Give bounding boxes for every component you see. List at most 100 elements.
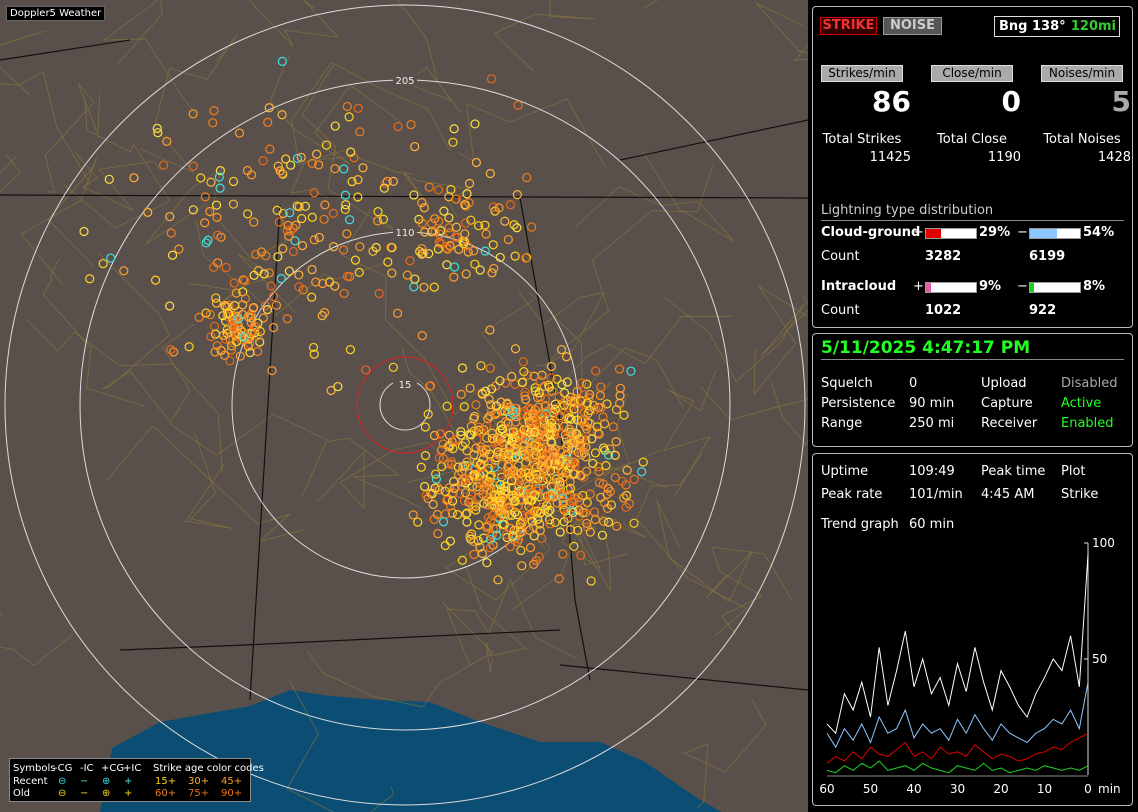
- strike-symbol: [446, 457, 457, 467]
- strike-symbol: [292, 201, 302, 211]
- strike-symbol: [596, 402, 606, 413]
- strike-symbol: [215, 183, 225, 193]
- strike-symbol: [339, 288, 349, 299]
- strike-symbol: [462, 457, 472, 467]
- strike-symbol: [451, 222, 461, 232]
- strike-symbol: [538, 476, 548, 486]
- strike-symbol: [494, 203, 504, 213]
- strike-symbol: [106, 253, 116, 263]
- strike-symbol: [459, 402, 469, 412]
- strike-symbol: [513, 430, 523, 440]
- strike-symbol: [564, 413, 575, 423]
- strike-symbol: [608, 422, 618, 432]
- strike-symbol: [214, 172, 224, 182]
- strike-symbol: [165, 211, 175, 222]
- strike-symbol: [488, 240, 498, 250]
- label: Peak rate: [821, 487, 883, 502]
- rate-label: Strikes/min: [821, 65, 903, 82]
- road: [26, 320, 223, 474]
- strike-symbol: [387, 242, 397, 253]
- strike-symbol: [579, 447, 589, 458]
- strike-symbol: [546, 427, 556, 437]
- strike-symbol: [413, 517, 423, 527]
- strike-symbol: [637, 467, 647, 477]
- strike-symbol: [566, 506, 577, 516]
- strike-symbol: [438, 453, 448, 464]
- road: [306, 602, 494, 708]
- strike-symbol: [211, 200, 222, 210]
- strike-symbol: [578, 508, 588, 518]
- strike-symbol: [286, 160, 296, 170]
- strike-symbol: [461, 269, 471, 279]
- strike-symbol: [255, 337, 265, 347]
- strike-symbol: [518, 357, 528, 367]
- strike-symbol: [530, 490, 540, 500]
- strike-button[interactable]: STRIKE: [820, 17, 877, 35]
- ring-label-bg: [393, 378, 417, 390]
- strike-symbol: [473, 536, 483, 546]
- strike-symbol: [473, 221, 484, 231]
- strike-symbol: [417, 331, 427, 341]
- strike-symbol: [596, 382, 606, 392]
- noise-button[interactable]: NOISE: [883, 17, 942, 35]
- strike-symbol: [210, 347, 220, 357]
- strike-symbol: [471, 400, 481, 410]
- strike-symbol: [561, 468, 571, 478]
- strike-symbol: [445, 241, 455, 251]
- strike-symbol: [143, 207, 153, 217]
- strike-symbol: [525, 543, 536, 553]
- strike-symbol: [517, 377, 527, 387]
- setting-label: Upload: [981, 376, 1027, 391]
- strike-symbol: [494, 434, 504, 444]
- rate-label: Noises/min: [1041, 65, 1123, 82]
- strike-symbol: [284, 266, 294, 276]
- strike-symbol: [502, 405, 513, 416]
- ring-label-bg: [393, 74, 417, 86]
- strike-symbol: [507, 371, 517, 382]
- strike-symbol: [329, 242, 339, 252]
- value: 101/min: [909, 487, 963, 502]
- road: [575, 151, 735, 242]
- strike-symbol: [520, 387, 530, 397]
- strike-symbol: [312, 149, 322, 159]
- strike-symbol: [494, 506, 505, 516]
- percent: 54%: [1083, 225, 1115, 240]
- strike-symbol: [499, 509, 509, 519]
- strike-symbol: [425, 381, 436, 391]
- strike-symbol: [206, 332, 216, 342]
- strike-symbol: [482, 420, 492, 431]
- strike-symbol: [531, 450, 541, 460]
- strike-symbol: [529, 506, 539, 516]
- total-label: Total Noises: [1043, 132, 1121, 147]
- strike-symbol: [508, 531, 518, 541]
- strike-symbol: [457, 441, 468, 451]
- strike-symbol: [405, 256, 415, 266]
- strike-symbol: [448, 137, 458, 147]
- total-value: 1190: [987, 150, 1021, 165]
- strike-symbol: [387, 268, 397, 278]
- strike-symbol: [563, 439, 573, 449]
- strike-symbol: [512, 223, 522, 233]
- strike-symbol: [472, 481, 482, 492]
- strike-symbol: [459, 239, 469, 249]
- strike-symbol: [297, 241, 308, 251]
- strike-symbol: [621, 490, 632, 501]
- strike-symbol: [501, 481, 511, 491]
- legend-col: -IC: [80, 763, 94, 774]
- strike-symbol: [296, 152, 306, 163]
- bar: [1030, 229, 1057, 238]
- strike-symbol: [264, 103, 274, 113]
- strike-symbol: [420, 227, 430, 237]
- strike-symbol: [388, 176, 398, 186]
- strike-symbol: [328, 208, 338, 218]
- road: [102, 0, 198, 117]
- strike-symbol: [410, 141, 420, 152]
- strike-symbol: [578, 416, 588, 426]
- strike-symbol: [535, 439, 545, 449]
- strike-symbol: [615, 391, 625, 401]
- strike-symbol: [516, 468, 526, 478]
- strike-symbol: [510, 496, 520, 506]
- strike-symbol: [578, 490, 588, 501]
- strike-symbol: [166, 345, 176, 355]
- strike-symbol: [353, 192, 363, 202]
